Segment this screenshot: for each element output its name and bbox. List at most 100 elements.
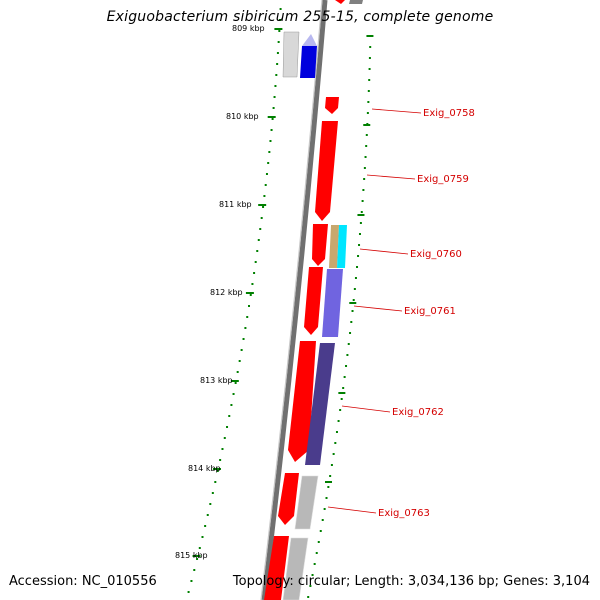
scale-dot xyxy=(278,19,281,21)
scale-dot xyxy=(187,591,190,593)
gene-block-blue xyxy=(300,46,317,78)
outer-dot xyxy=(311,574,314,576)
outer-dot xyxy=(352,299,355,301)
scale-label: 811 kbp xyxy=(219,200,252,209)
outer-dot xyxy=(363,167,366,169)
genome-backbone xyxy=(261,0,328,600)
outer-dot xyxy=(365,145,368,147)
outer-dot xyxy=(349,332,352,334)
outer-tick xyxy=(349,302,357,304)
outer-dot xyxy=(325,497,328,499)
scale-tick xyxy=(192,555,201,557)
gene-exig-0760-tan xyxy=(329,225,339,268)
outer-dot xyxy=(317,541,320,543)
scale-dot xyxy=(273,96,276,98)
outer-dot xyxy=(357,255,360,257)
outer-dot xyxy=(313,563,316,565)
scale-label: 813 kbp xyxy=(200,376,233,385)
scale-dot xyxy=(223,437,226,439)
outer-dot xyxy=(329,475,332,477)
scale-dot xyxy=(278,30,281,32)
scale-dot xyxy=(242,338,245,340)
gene-label: Exig_0760 xyxy=(410,249,462,260)
outer-tick xyxy=(338,392,346,394)
outer-tick xyxy=(325,481,333,483)
gene-exig-0760 xyxy=(312,224,328,266)
scale-dot xyxy=(275,74,278,76)
gene-label: Exig_0762 xyxy=(392,407,444,418)
outer-tick-ring xyxy=(307,35,374,598)
accession-text: Accession: NC_010556 xyxy=(9,574,157,589)
scale-dot xyxy=(211,492,214,494)
outer-dot xyxy=(323,508,326,510)
scale-dot xyxy=(206,514,209,516)
gene-label: Exig_0758 xyxy=(423,108,475,119)
scale-dot xyxy=(253,272,256,274)
outer-dot xyxy=(309,585,312,587)
scale-dot xyxy=(214,481,217,483)
gene-block-blue-top xyxy=(302,34,317,46)
gene-exig-0761 xyxy=(304,267,323,335)
scale-dot xyxy=(209,503,212,505)
scale-tick xyxy=(258,204,267,206)
outer-dot xyxy=(334,442,337,444)
gene-exig-0763 xyxy=(278,473,299,525)
outer-dot xyxy=(353,288,356,290)
gene-exig-0761-blue xyxy=(322,269,343,337)
scale-dot xyxy=(236,371,239,373)
outer-dot xyxy=(339,409,342,411)
outer-dot xyxy=(368,79,371,81)
scale-dot xyxy=(230,404,233,406)
gene-block-top-gray xyxy=(349,0,363,4)
outer-dot xyxy=(351,310,354,312)
scale-dot xyxy=(238,360,241,362)
scale-tick xyxy=(212,468,221,470)
outer-dot xyxy=(366,112,369,114)
scale-labels: 809 kbp 810 kbp 811 kbp 812 kbp 813 kbp … xyxy=(175,24,265,560)
scale-dot xyxy=(270,129,273,131)
outer-tick xyxy=(357,214,365,216)
scale-tick xyxy=(274,28,283,30)
outer-dot xyxy=(342,387,345,389)
scale-dot xyxy=(232,393,235,395)
gene-label: Exig_0763 xyxy=(378,508,430,519)
scale-dot xyxy=(251,283,254,285)
scale-dot xyxy=(272,107,275,109)
scale-dot xyxy=(196,558,199,560)
outer-dot xyxy=(367,101,370,103)
scale-dot xyxy=(269,140,272,142)
scale-dot xyxy=(248,305,251,307)
scale-label: 814 kbp xyxy=(188,464,221,473)
outer-dot xyxy=(365,134,368,136)
gene-leaders xyxy=(327,108,422,514)
scale-dot xyxy=(279,8,282,10)
outer-tick xyxy=(363,124,371,126)
scale-dot xyxy=(274,85,277,87)
scale-label: 815 kbp xyxy=(175,551,208,560)
outer-dot xyxy=(319,530,322,532)
gene-label: Exig_0761 xyxy=(404,306,456,317)
scale-tick xyxy=(267,116,276,118)
gene-block-light-gray xyxy=(282,31,300,78)
scale-dot xyxy=(254,261,257,263)
scale-ring xyxy=(187,8,283,593)
outer-dot xyxy=(321,519,324,521)
scale-dot xyxy=(262,206,265,208)
scale-tick xyxy=(230,380,239,382)
outer-dot xyxy=(315,552,318,554)
outer-dot xyxy=(361,200,364,202)
scale-dot xyxy=(201,536,204,538)
gene-exig-0763-gray xyxy=(294,475,319,530)
scale-label: 812 kbp xyxy=(210,288,243,297)
scale-dot xyxy=(193,569,196,571)
scale-label: 809 kbp xyxy=(232,24,265,33)
topology-text: Topology: circular; Length: 3,034,136 bp… xyxy=(232,574,590,589)
scale-dot xyxy=(260,217,263,219)
scale-dot xyxy=(265,173,268,175)
gene-exig-0758 xyxy=(325,97,339,114)
outer-dot xyxy=(362,189,365,191)
scale-dot xyxy=(234,382,237,384)
scale-dot xyxy=(256,250,259,252)
outer-dot xyxy=(350,321,353,323)
